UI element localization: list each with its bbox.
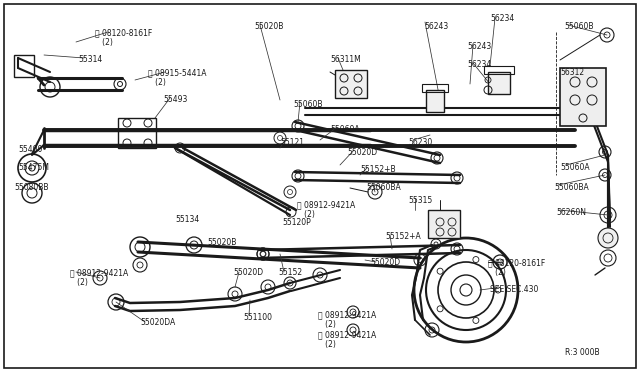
Text: 55152: 55152 [278,268,302,277]
Text: 56243: 56243 [424,22,448,31]
Text: ⓝ 08912-9421A
   (2): ⓝ 08912-9421A (2) [297,200,355,219]
Text: 55020D: 55020D [347,148,377,157]
Bar [428,210,460,238]
Text: 55020D: 55020D [233,268,263,277]
Bar [118,118,156,148]
Text: 56312: 56312 [560,68,584,77]
Text: Ⓑ 08120-8161F
   (2): Ⓑ 08120-8161F (2) [95,28,152,47]
Text: 56230: 56230 [408,138,432,147]
Text: 55060B: 55060B [564,22,593,31]
Text: ⓝ 08912-9421A
   (2): ⓝ 08912-9421A (2) [70,268,128,288]
Text: 56243: 56243 [467,42,492,51]
Text: 55493: 55493 [163,95,188,104]
Text: 55060BA: 55060BA [366,183,401,192]
Text: SEE SEC.430: SEE SEC.430 [490,285,538,294]
Text: 56234: 56234 [467,60,492,69]
Text: R:3 000B: R:3 000B [565,348,600,357]
Text: ⓝ 08912-9421A
   (2): ⓝ 08912-9421A (2) [318,310,376,329]
Text: 55315: 55315 [408,196,432,205]
Bar [426,90,444,112]
Text: 55152+A: 55152+A [385,232,420,241]
Text: 55020B: 55020B [207,238,236,247]
Text: 55314: 55314 [78,55,102,64]
Bar [14,55,34,77]
Text: 55060A: 55060A [560,163,589,172]
Text: 551100: 551100 [243,313,272,322]
Text: 56234: 56234 [490,14,515,23]
Text: ⓝ 08912-9421A
   (2): ⓝ 08912-9421A (2) [318,330,376,349]
Text: 55400: 55400 [18,145,42,154]
Text: 56311M: 56311M [330,55,361,64]
Circle shape [598,228,618,248]
Text: 55120P: 55120P [282,218,311,227]
Text: 55080BB: 55080BB [14,183,49,192]
Text: Ⓑ 08120-8161F
   (2): Ⓑ 08120-8161F (2) [488,258,545,278]
Text: 55060A: 55060A [330,125,360,134]
Bar [560,68,606,126]
Text: 55152+B: 55152+B [360,165,396,174]
Bar [484,66,514,74]
Text: 56260N: 56260N [556,208,586,217]
Text: 55020B: 55020B [254,22,284,31]
Text: 55020DA: 55020DA [140,318,175,327]
Text: 55134: 55134 [175,215,199,224]
Text: 55060B: 55060B [293,100,323,109]
Text: Ⓦ 08915-5441A
   (2): Ⓦ 08915-5441A (2) [148,68,207,87]
Text: 55020D: 55020D [370,258,400,267]
Bar [335,70,367,98]
Text: 55121: 55121 [280,138,304,147]
Bar [488,72,510,94]
Text: 55475M: 55475M [18,163,49,172]
Text: 55060BA: 55060BA [554,183,589,192]
Bar [422,84,448,92]
